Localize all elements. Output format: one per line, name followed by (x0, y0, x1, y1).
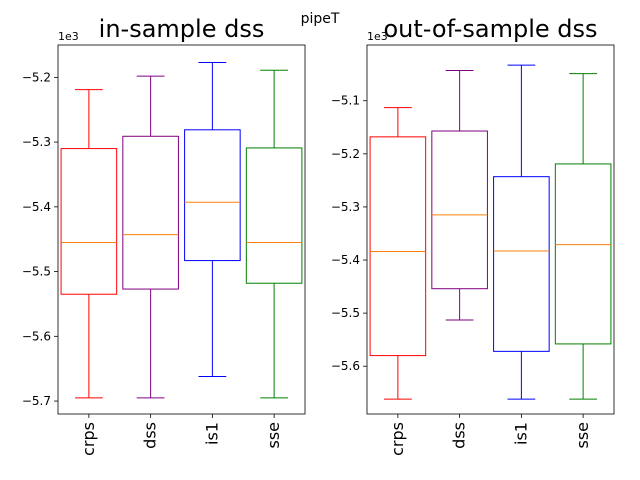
y-tick-label: −5.6 (22, 329, 51, 343)
figure-suptitle: pipeT (301, 11, 340, 27)
x-tick-label: sse (264, 422, 283, 449)
iqr-box (245, 147, 303, 284)
y-tick-label: −5.2 (22, 70, 51, 84)
box-sse (554, 73, 612, 400)
x-tick-label: dss (450, 422, 469, 449)
iqr-box (60, 148, 118, 295)
x-tick-label: is1 (202, 422, 221, 445)
y-tick-label: −5.6 (331, 359, 360, 373)
x-tick-label: crps (79, 422, 98, 456)
box-crps (369, 107, 427, 400)
chart-title: out-of-sample dss (383, 15, 597, 43)
y-offset-label: 1e3 (367, 30, 388, 43)
y-tick-label: −5.2 (331, 147, 360, 161)
y-tick-label: −5.4 (331, 253, 360, 267)
iqr-box (554, 163, 612, 345)
box-sse (245, 69, 303, 399)
iqr-box (431, 130, 488, 290)
iqr-box (122, 135, 179, 290)
y-tick-label: −5.1 (331, 94, 360, 108)
y-tick-label: −5.4 (22, 200, 51, 214)
box-dss (431, 69, 488, 321)
chart-title: in-sample dss (99, 15, 265, 43)
axes-frame (57, 44, 306, 415)
x-tick-label: crps (388, 422, 407, 456)
box-crps (60, 89, 118, 399)
iqr-box (184, 129, 241, 262)
iqr-box (493, 176, 550, 352)
y-tick-label: −5.3 (331, 200, 360, 214)
y-tick-label: −5.5 (22, 265, 51, 279)
y-offset-label: 1e3 (58, 30, 79, 43)
box-dss (122, 75, 179, 399)
in-sample-panel: in-sample dss 1e3 −5.2 −5.3 −5.4 −5.5 −5.6 −5.7… (22, 15, 306, 456)
x-tick-label: dss (141, 422, 160, 449)
y-tick-label: −5.5 (331, 306, 360, 320)
x-tick-label: sse (573, 422, 592, 449)
box-is1 (184, 61, 241, 377)
box-is1 (493, 64, 550, 400)
y-tick-label: −5.3 (22, 135, 51, 149)
x-tick-label: is1 (511, 422, 530, 445)
axes-frame (366, 44, 615, 415)
iqr-box (369, 136, 427, 357)
y-tick-label: −5.7 (22, 394, 51, 408)
